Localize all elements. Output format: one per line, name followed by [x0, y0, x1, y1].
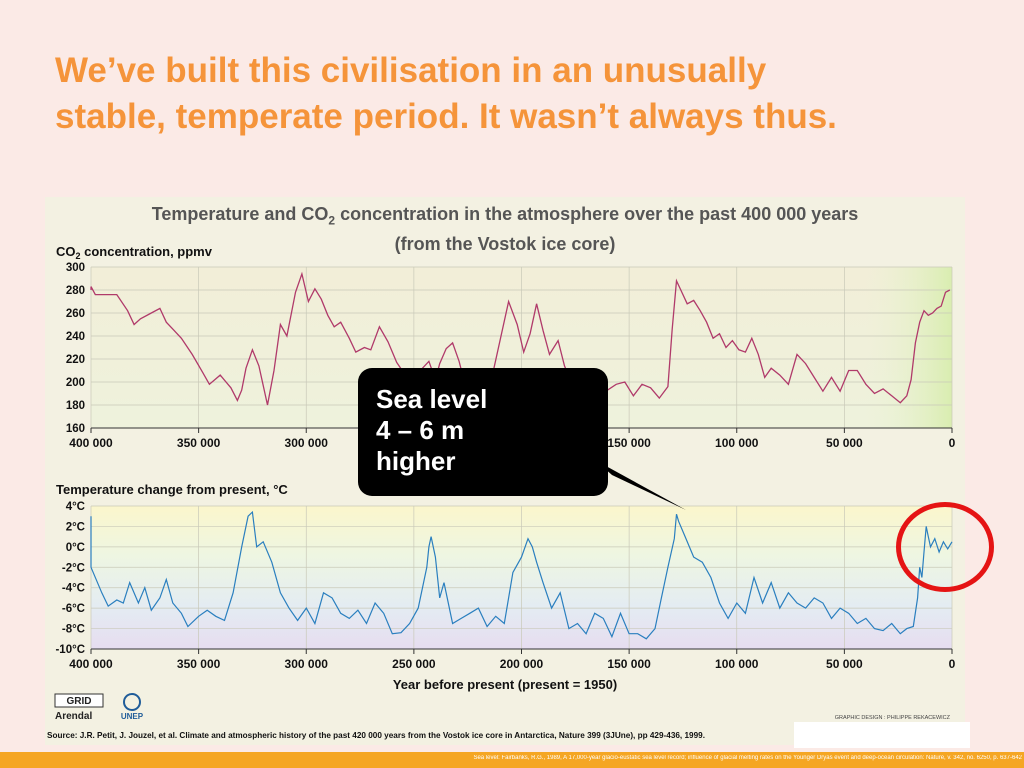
svg-text:UNEP: UNEP [121, 712, 144, 721]
co2-ytick-label: 280 [66, 285, 85, 297]
temp-x-axis-title: Year before present (present = 1950) [393, 677, 617, 692]
co2-xtick-label: 150 000 [607, 436, 651, 450]
figure-title-line2: (from the Vostok ice core) [394, 233, 616, 254]
temp-xtick-label: 50 000 [826, 657, 863, 671]
co2-xtick-label: 0 [949, 436, 956, 450]
co2-ytick-label: 240 [66, 331, 85, 343]
temp-ytick-label: -8°C [62, 624, 85, 636]
figure-title-part-a: Temperature and CO [151, 204, 329, 224]
co2-ytick-label: 180 [66, 400, 85, 412]
slide-title-line2: stable, temperate period. It wasn’t alwa… [55, 97, 837, 136]
co2-series-line [90, 271, 951, 406]
temp-axis-label: Temperature change from present, °C [56, 482, 288, 497]
co2-axis-label: CO2 concentration, ppmv [56, 244, 213, 261]
temp-xtick-label: 250 000 [392, 657, 436, 671]
graphic-credit: GRAPHIC DESIGN : PHILIPPE REKACEWICZ [835, 715, 951, 721]
unep-logo: UNEP [121, 693, 144, 721]
temp-ytick-label: 2°C [66, 521, 85, 533]
co2-ytick-label: 200 [66, 377, 85, 389]
slide-title-line1: We’ve built this civilisation in an unus… [55, 51, 767, 90]
temp-xtick-label: 150 000 [607, 657, 651, 671]
temp-ytick-label: -10°C [55, 644, 85, 656]
co2-xtick-label: 50 000 [826, 436, 863, 450]
co2-ytick-label: 220 [66, 354, 85, 366]
present-highlight-circle [896, 502, 994, 592]
temp-xtick-label: 300 000 [285, 657, 329, 671]
temp-ytick-label: 4°C [66, 501, 85, 513]
temp-ytick-label: 0°C [66, 542, 85, 554]
figure-source: Source: J.R. Petit, J. Jouzel, et al. Cl… [47, 731, 705, 740]
temp-ytick-label: -4°C [62, 583, 85, 595]
sea-level-callout: Sea level 4 – 6 m higher [358, 368, 608, 496]
callout-line2: 4 – 6 m [376, 415, 465, 445]
figure-title: Temperature and CO2 concentration in the… [45, 203, 965, 256]
co2-ytick-label: 160 [66, 423, 85, 435]
co2-ytick-label: 300 [66, 262, 85, 274]
co2-xtick-label: 300 000 [285, 436, 329, 450]
temp-series-line [90, 510, 953, 640]
temp-xtick-label: 200 000 [500, 657, 544, 671]
figure-title-sub: 2 [328, 213, 336, 228]
callout-line1: Sea level [376, 384, 488, 414]
temp-xtick-label: 350 000 [177, 657, 221, 671]
co2-ytick-label: 260 [66, 308, 85, 320]
temp-xtick-label: 100 000 [715, 657, 759, 671]
temp-xtick-label: 0 [949, 657, 956, 671]
callout-line3: higher [376, 446, 456, 476]
temp-xtick-label: 400 000 [69, 657, 113, 671]
cover-patch [794, 722, 970, 748]
grid-arendal-logo: GRID Arendal [54, 693, 104, 722]
figure-title-part-b: concentration in the atmosphere over the… [335, 204, 859, 224]
co2-recent-shade [865, 267, 952, 428]
footer-citation: Sea level: Fairbanks, R.G., 1989, A 17,0… [473, 755, 1022, 761]
svg-text:GRID: GRID [67, 696, 92, 707]
footer-bar: Sea level: Fairbanks, R.G., 1989, A 17,0… [0, 752, 1024, 768]
svg-text:Arendal: Arendal [55, 711, 92, 722]
slide-title: We’ve built this civilisation in an unus… [55, 48, 995, 140]
temp-ytick-label: -2°C [62, 562, 85, 574]
co2-xtick-label: 400 000 [69, 436, 113, 450]
co2-xtick-label: 350 000 [177, 436, 221, 450]
temp-ytick-label: -6°C [62, 603, 85, 615]
co2-xtick-label: 100 000 [715, 436, 759, 450]
